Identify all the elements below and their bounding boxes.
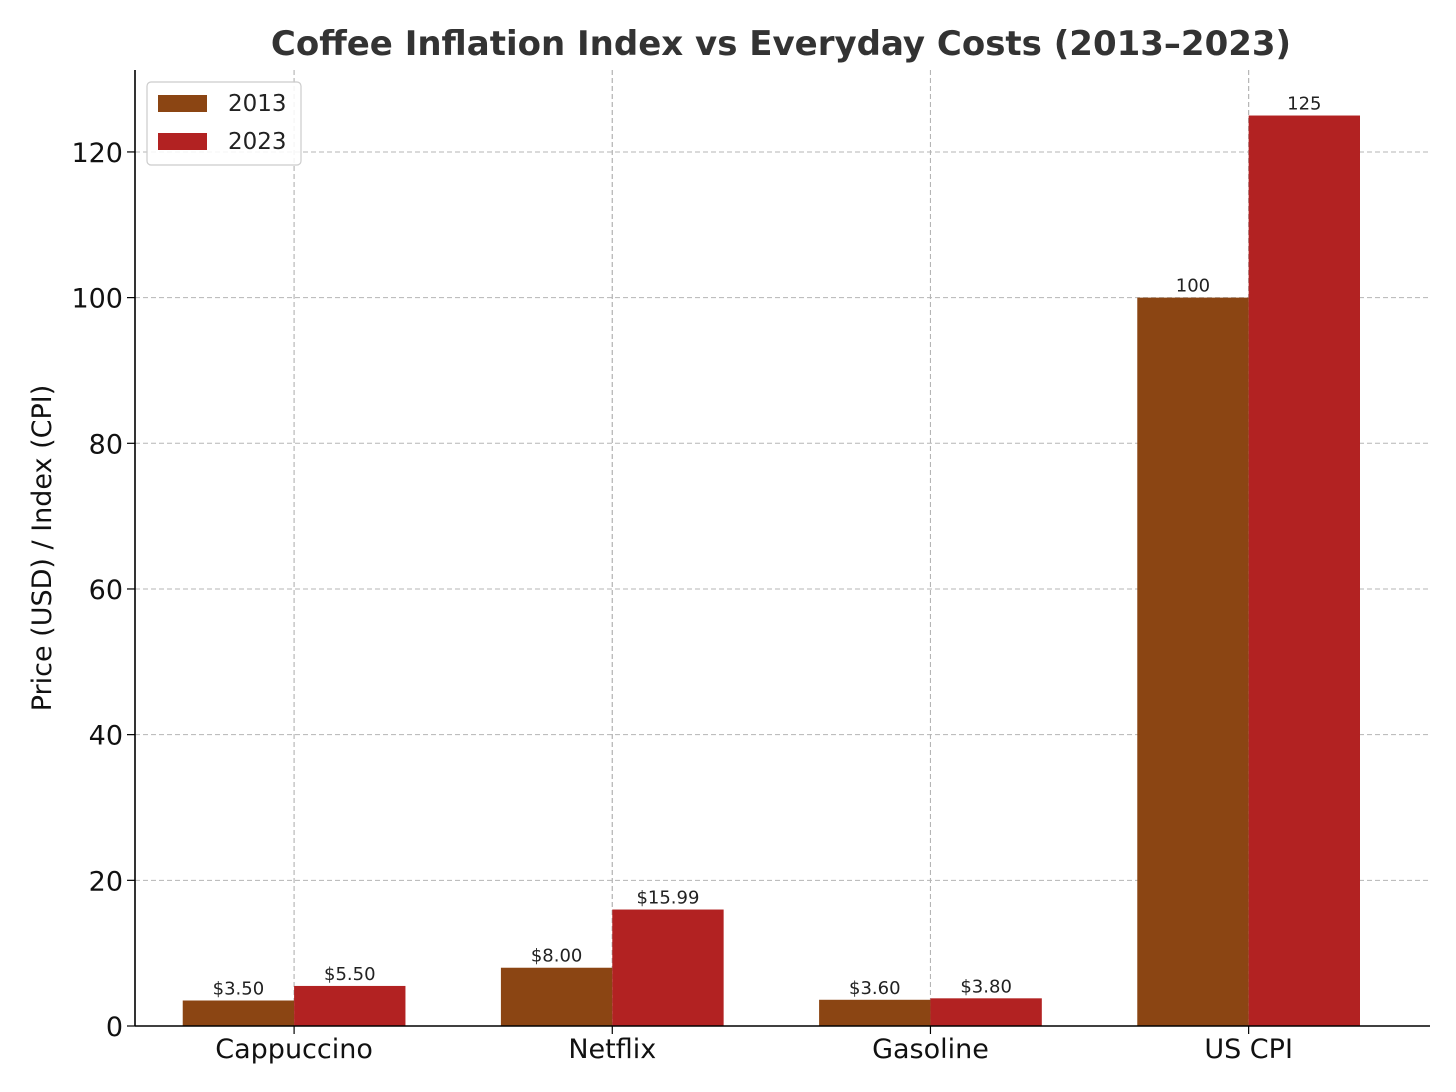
data-label: 100 (1176, 276, 1210, 297)
legend-label-2023: 2023 (228, 129, 287, 155)
y-tick-label: 120 (71, 138, 123, 169)
bar-2023-cappuccino (294, 985, 406, 1026)
axes: 0 20 40 60 80 100 120 Cappuccino Netflix Gasoline… (71, 70, 1430, 1065)
x-tick-label: Cappuccino (215, 1034, 373, 1065)
bar-2013-cappuccino (182, 1000, 295, 1026)
legend-swatch-2013 (158, 95, 207, 112)
bar-2013-us-cpi (1137, 297, 1249, 1027)
x-tick-label: US CPI (1204, 1034, 1293, 1065)
bar-2013-gasoline (819, 999, 931, 1026)
y-tick-label: 40 (89, 721, 123, 752)
y-axis-label: Price (USD) / Index (CPI) (27, 385, 58, 712)
bar-2023-us-cpi (1248, 115, 1360, 1027)
data-labels: $3.50 $8.00 $3.60 100 $5.50 $15.99 $3.80 125 (213, 94, 1322, 1000)
chart-title: Coffee Inflation Index vs Everyday Costs… (271, 24, 1291, 64)
legend: 2013 2023 (146, 81, 302, 166)
y-tick-label: 0 (106, 1012, 123, 1043)
data-label: $5.50 (324, 964, 376, 985)
y-tick-label: 80 (89, 429, 123, 460)
y-tick-label: 100 (71, 284, 123, 315)
bars (182, 115, 1360, 1027)
bar-2023-netflix (612, 909, 724, 1026)
legend-swatch-2023 (158, 133, 207, 150)
bar-2023-gasoline (930, 998, 1042, 1026)
data-label: $8.00 (531, 946, 583, 967)
data-label: $3.50 (213, 979, 265, 1000)
y-tick-label: 60 (89, 575, 123, 606)
x-tick-label: Gasoline (872, 1034, 989, 1065)
bar-2013-netflix (500, 967, 613, 1026)
legend-label-2013: 2013 (228, 91, 287, 117)
x-tick-label: Netflix (568, 1034, 656, 1065)
data-label: $3.60 (849, 978, 901, 999)
data-label: $3.80 (960, 976, 1012, 997)
data-label: 125 (1287, 94, 1321, 115)
data-label: $15.99 (636, 888, 699, 909)
y-tick-label: 20 (89, 866, 123, 897)
